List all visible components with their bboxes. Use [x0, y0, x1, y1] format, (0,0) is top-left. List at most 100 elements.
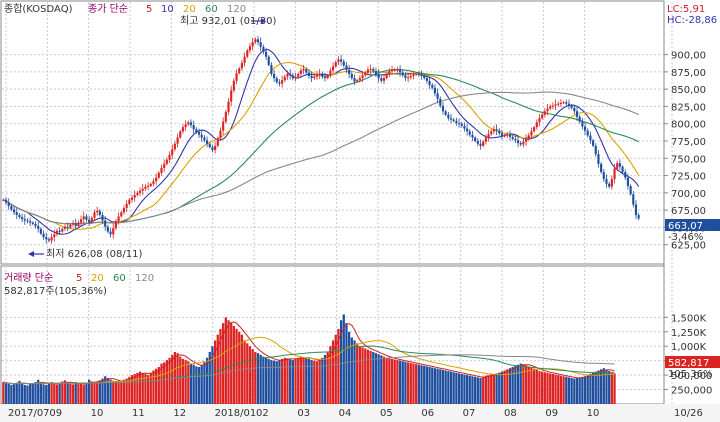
- candle-body: [90, 217, 93, 223]
- volume-bar: [431, 367, 434, 404]
- candle-body: [69, 224, 72, 228]
- volume-bar: [570, 378, 573, 404]
- candle-body: [179, 131, 182, 138]
- candle-body: [348, 69, 351, 74]
- volume-bar: [117, 382, 120, 404]
- candle-body: [96, 210, 99, 213]
- candle-body: [559, 102, 562, 104]
- candle-body: [2, 199, 5, 201]
- low-annotation: 최저 626,08 (08/11): [46, 248, 142, 260]
- candle-body: [575, 111, 579, 117]
- candle-body: [106, 226, 109, 232]
- chart-title: 종합(KOSDAQ): [4, 3, 73, 15]
- ma-120-line: [3, 91, 639, 225]
- volume-bar: [511, 367, 514, 404]
- candle-body: [417, 73, 420, 75]
- ma-legend-item: 120: [227, 4, 246, 15]
- candle-body: [171, 149, 174, 155]
- candle-body: [197, 132, 201, 135]
- volume-bar: [484, 375, 487, 404]
- candle-body: [484, 137, 487, 142]
- candle-body: [415, 73, 418, 75]
- volume-bar: [583, 376, 587, 404]
- volume-bar: [401, 361, 404, 404]
- time-tick-label: 05: [380, 408, 393, 419]
- volume-bar: [605, 369, 608, 404]
- candle-body: [133, 194, 136, 198]
- candle-body: [310, 76, 313, 79]
- lc-readout: LC:5,91: [667, 4, 705, 15]
- ma-legend: 5 10 20 60 120: [146, 4, 246, 15]
- volume-bar: [133, 373, 136, 404]
- last-volume-badge: [665, 356, 720, 368]
- x-axis: 2017/07 09 10 11 12 2018/01 02 03 04 05 06 07 08 09 10…: [8, 408, 703, 419]
- candle-body: [4, 199, 8, 203]
- candle-body: [382, 78, 386, 81]
- volume-bar: [348, 331, 351, 404]
- candle-body: [307, 72, 311, 77]
- time-tick-label: 2018/01: [215, 408, 257, 419]
- volume-bar: [613, 373, 616, 404]
- candle-body: [58, 230, 61, 232]
- volume-moving-averages: [3, 321, 615, 385]
- volume-ma-legend: 5 20 60 120: [76, 273, 154, 284]
- volume-bar: [141, 373, 144, 404]
- last-price-badge: [665, 219, 720, 231]
- volume-bar: [187, 361, 190, 404]
- volume-bar: [130, 375, 134, 404]
- volume-bar: [165, 360, 168, 404]
- candle-body: [527, 135, 530, 139]
- volume-bar: [441, 369, 445, 404]
- candle-body: [136, 192, 139, 195]
- candle-body: [294, 76, 297, 79]
- volume-bar: [500, 371, 504, 404]
- volume-bar: [594, 371, 597, 404]
- volume-bar: [474, 376, 477, 404]
- candle-body: [388, 71, 391, 75]
- volume-bar: [463, 374, 466, 404]
- candle-body: [267, 56, 270, 65]
- volume-bar: [163, 362, 166, 404]
- candle-body: [350, 73, 353, 79]
- volume-bar: [42, 384, 45, 404]
- candle-body: [498, 130, 501, 134]
- moving-average-lines: [3, 48, 640, 235]
- volume-bar: [543, 372, 546, 404]
- candle-body: [557, 103, 560, 105]
- candle-body: [315, 74, 319, 77]
- volume-bar: [264, 357, 268, 404]
- volume-bar: [519, 363, 522, 404]
- candle-body: [337, 59, 340, 63]
- volume-bar: [409, 362, 412, 404]
- candle-body: [195, 129, 198, 133]
- volume-bar: [318, 360, 321, 404]
- candle-body: [305, 69, 308, 73]
- candle-body: [436, 93, 439, 99]
- candle-body: [12, 209, 16, 213]
- volume-bar: [179, 356, 182, 404]
- candle-body: [396, 69, 399, 71]
- volume-bar: [45, 384, 48, 404]
- candle-body: [543, 111, 546, 115]
- candle-body: [93, 212, 96, 218]
- candle-body: [45, 237, 48, 240]
- candle-body: [47, 239, 50, 241]
- candle-body: [586, 130, 589, 136]
- candle-body: [181, 127, 185, 132]
- high-annotation: 최고 932,01 (01/30): [180, 15, 276, 27]
- candle-body: [433, 87, 437, 94]
- volume-bar: [476, 377, 479, 404]
- candle-body: [26, 220, 29, 222]
- volume-bar: [468, 375, 471, 404]
- volume-bar: [557, 375, 560, 404]
- candle-body: [23, 219, 26, 221]
- candle-body: [157, 172, 160, 178]
- time-tick-label: 06: [421, 408, 434, 419]
- candle-body: [463, 125, 466, 129]
- candle-body: [152, 181, 155, 184]
- high-arrow-icon: [251, 18, 266, 24]
- candle-body: [275, 78, 278, 83]
- volume-bar: [246, 343, 249, 404]
- candle-body: [211, 147, 214, 150]
